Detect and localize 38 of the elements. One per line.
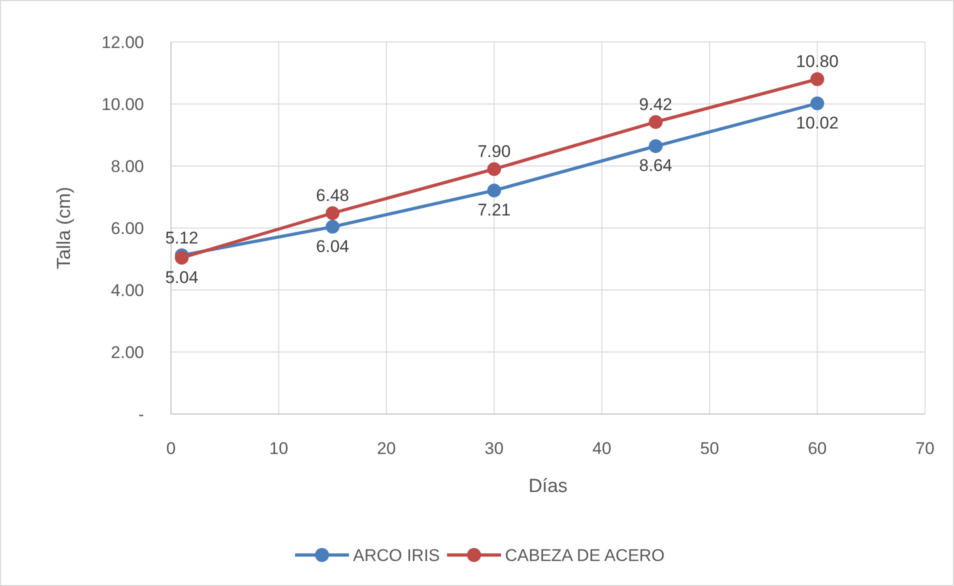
- y-tick-label: 2.00: [110, 343, 144, 362]
- data-label: 9.42: [639, 94, 672, 114]
- x-tick-label: 20: [376, 439, 396, 458]
- point: [810, 72, 824, 86]
- x-tick-label: 50: [700, 439, 720, 458]
- data-label: 7.21: [478, 200, 511, 220]
- data-label: 10.80: [796, 52, 839, 72]
- point: [326, 220, 340, 234]
- point: [810, 96, 824, 110]
- data-label: 5.12: [165, 228, 198, 248]
- y-tick-label: 10.00: [101, 95, 144, 114]
- data-label: 8.64: [639, 156, 672, 176]
- data-label: 6.04: [316, 236, 350, 256]
- x-tick-label: 0: [166, 439, 176, 458]
- point: [326, 206, 340, 220]
- data-label: 7.90: [478, 142, 511, 162]
- legend-label: CABEZA DE ACERO: [505, 546, 665, 565]
- point: [174, 250, 189, 265]
- x-tick-label: 30: [484, 439, 504, 458]
- data-label: 5.04: [165, 268, 198, 287]
- y-tick-label: 8.00: [110, 157, 144, 176]
- y-tick-label: 12.00: [101, 33, 144, 52]
- point: [487, 184, 502, 198]
- data-label: 10.02: [796, 113, 839, 132]
- legend-label: ARCO IRIS: [353, 546, 440, 565]
- point: [648, 115, 663, 129]
- y-axis-title: Talla (cm): [54, 186, 75, 270]
- x-tick-label: 70: [916, 439, 934, 458]
- y-tick-label: -: [138, 405, 144, 424]
- point: [648, 139, 663, 154]
- x-tick-label: 40: [592, 439, 612, 458]
- data-label: 6.48: [316, 186, 350, 206]
- y-tick-label: 6.00: [110, 219, 144, 238]
- y-tick-label: 4.00: [110, 281, 144, 300]
- point: [487, 162, 502, 176]
- x-tick-label: 10: [269, 439, 288, 458]
- x-tick-label: 60: [808, 439, 827, 458]
- x-axis-title: Días: [528, 476, 568, 497]
